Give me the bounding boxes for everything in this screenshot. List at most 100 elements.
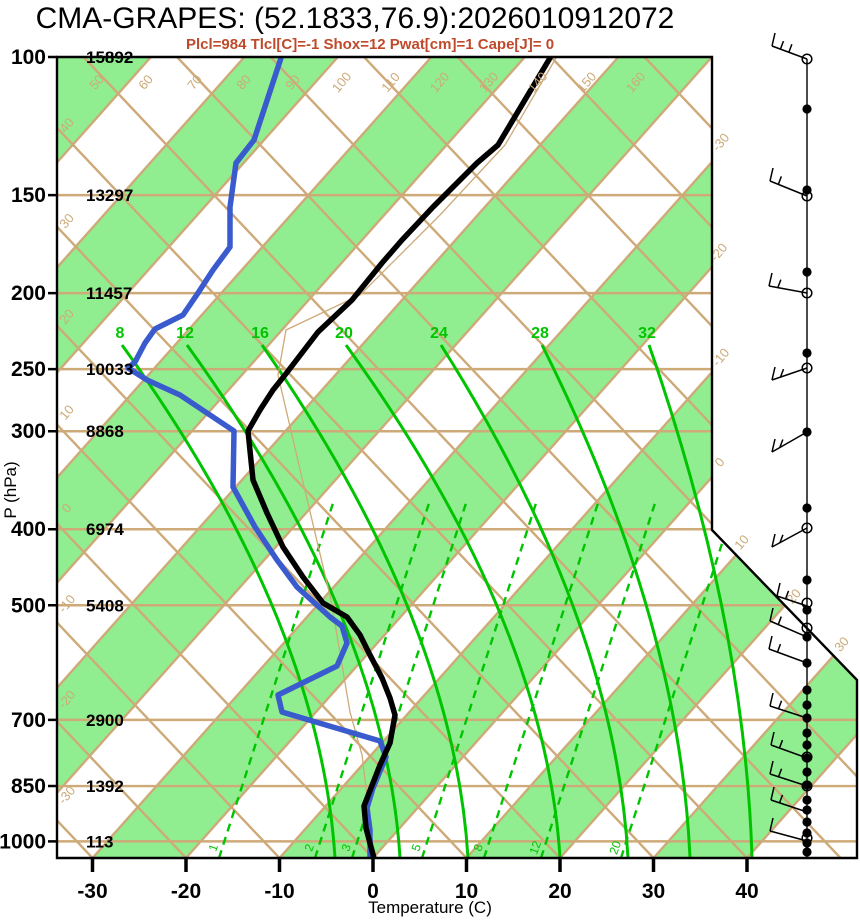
wind-barb-tick	[769, 817, 774, 832]
mixing-ratio-line	[482, 499, 601, 858]
moist-adiabat-line	[120, 344, 337, 858]
green-band	[92, 57, 857, 858]
dry-adiabat-label-left: -10	[55, 592, 79, 616]
height-label: 11457	[86, 284, 132, 303]
station-dot	[802, 685, 812, 695]
temperature-curve	[245, 57, 553, 858]
wind-barb-shaft	[769, 180, 808, 197]
moist-adiabat-label: 24	[430, 325, 448, 342]
dry-adiabat-line	[550, 57, 857, 858]
pressure-axis-label: 250	[11, 358, 46, 381]
moist-adiabat-label: 16	[251, 325, 269, 342]
temperature-axis-label: -20	[171, 880, 201, 903]
dry-adiabat-label-left: 10	[56, 402, 77, 423]
height-label: 15892	[86, 48, 133, 67]
chart-indices-line: Plcl=984 Tlcl[C]=-1 Shox=12 Pwat[cm]=1 C…	[185, 36, 555, 53]
wind-barb-tick	[788, 44, 793, 53]
wind-barb-shaft	[769, 773, 808, 787]
parcel-trace	[277, 57, 557, 858]
dry-adiabat-line	[57, 57, 281, 858]
temperature-axis-label: 30	[642, 880, 665, 903]
wind-barb-tick	[769, 607, 774, 622]
dry-adiabat-label-top: 70	[184, 72, 205, 93]
wind-barb-tick	[779, 368, 785, 378]
mixing-ratio-label: 8	[471, 842, 487, 853]
height-label: 1392	[86, 777, 124, 796]
moist-adiabat-label: 28	[531, 325, 549, 342]
x-axis-title: Temperature (C)	[368, 898, 492, 917]
height-label: 13297	[86, 186, 133, 205]
pressure-axis-label: 300	[11, 420, 46, 443]
moist-adiabat-label: 12	[176, 325, 194, 342]
green-band	[466, 57, 857, 858]
height-label: 6974	[86, 520, 124, 539]
height-label: 10033	[86, 360, 133, 379]
pressure-axis-label: 400	[11, 518, 46, 541]
mixing-ratio-line	[420, 499, 539, 858]
station-circle	[801, 597, 813, 609]
wind-barb-tick	[769, 692, 774, 707]
wind-barb-shaft	[769, 705, 808, 719]
station-dot	[802, 847, 812, 857]
mixing-ratio-line	[313, 499, 432, 858]
station-dot	[802, 740, 812, 750]
green-band	[57, 57, 525, 858]
temperature-axis-label: -10	[264, 880, 294, 903]
station-dot	[802, 348, 812, 358]
isotherm-line	[57, 57, 59, 858]
wind-barb-tick	[778, 739, 784, 749]
wind-barb-tick	[777, 279, 782, 288]
isotherm-label-right: 10	[731, 532, 752, 553]
temperature-axis-label: -30	[77, 880, 107, 903]
wind-barb-tick	[771, 438, 776, 453]
mixing-ratio-label: 3	[339, 842, 355, 853]
temperature-axis-label: 10	[455, 880, 478, 903]
station-dot	[802, 795, 812, 805]
wind-barb-tick	[771, 32, 776, 47]
dry-adiabat-label-top: 110	[378, 69, 403, 95]
mixing-ratio-label: 1	[206, 842, 222, 853]
pressure-axis-label: 1000	[0, 830, 46, 853]
dry-adiabat-line	[57, 57, 187, 858]
isotherm-line	[57, 57, 526, 858]
isotherm-line	[559, 57, 857, 858]
pressure-axis-label: 100	[11, 46, 46, 69]
wind-barb-shaft	[771, 431, 808, 453]
green-band	[57, 57, 338, 858]
pressure-axis-label: 700	[11, 709, 46, 732]
wind-barb-tick	[768, 272, 773, 287]
wind-barb-tick	[777, 768, 783, 778]
mixing-ratio-label: 12	[526, 839, 544, 857]
plot-border	[55, 55, 859, 860]
mixing-ratio-line	[619, 499, 738, 858]
wind-barb-tick	[768, 635, 773, 650]
moist-adiabat-line	[260, 344, 470, 858]
wind-barb-tick	[776, 643, 782, 653]
height-label: 5408	[86, 596, 124, 615]
pressure-axis-label: 850	[11, 775, 46, 798]
wind-barb-shaft	[776, 595, 808, 607]
moist-adiabat-line	[647, 344, 754, 858]
wind-barb-shaft	[771, 367, 808, 381]
wind-barb-tick	[777, 700, 783, 710]
station-circle	[801, 522, 813, 534]
chart-title: CMA-GRAPES: (52.1833,76.9):2026010912072	[35, 2, 675, 35]
isotherm-line	[57, 57, 433, 858]
wind-barb-tick	[771, 366, 776, 381]
moist-adiabat-label: 8	[116, 325, 125, 342]
wind-barb-tick	[769, 760, 774, 775]
y-axis-title: P (hPa)	[1, 461, 20, 518]
isotherm-line	[91, 57, 807, 858]
station-dot	[802, 104, 812, 114]
station-circle	[801, 622, 813, 634]
station-circle	[801, 780, 813, 792]
wind-barb-shaft	[769, 620, 808, 638]
dry-adiabat-line	[176, 57, 857, 858]
station-circle	[801, 53, 813, 65]
isotherm-line	[57, 57, 339, 858]
moist-adiabat-label: 20	[335, 325, 353, 342]
isotherm-line	[278, 57, 857, 858]
isotherm-line	[57, 57, 246, 858]
isotherm-label-right: 0	[711, 455, 727, 470]
